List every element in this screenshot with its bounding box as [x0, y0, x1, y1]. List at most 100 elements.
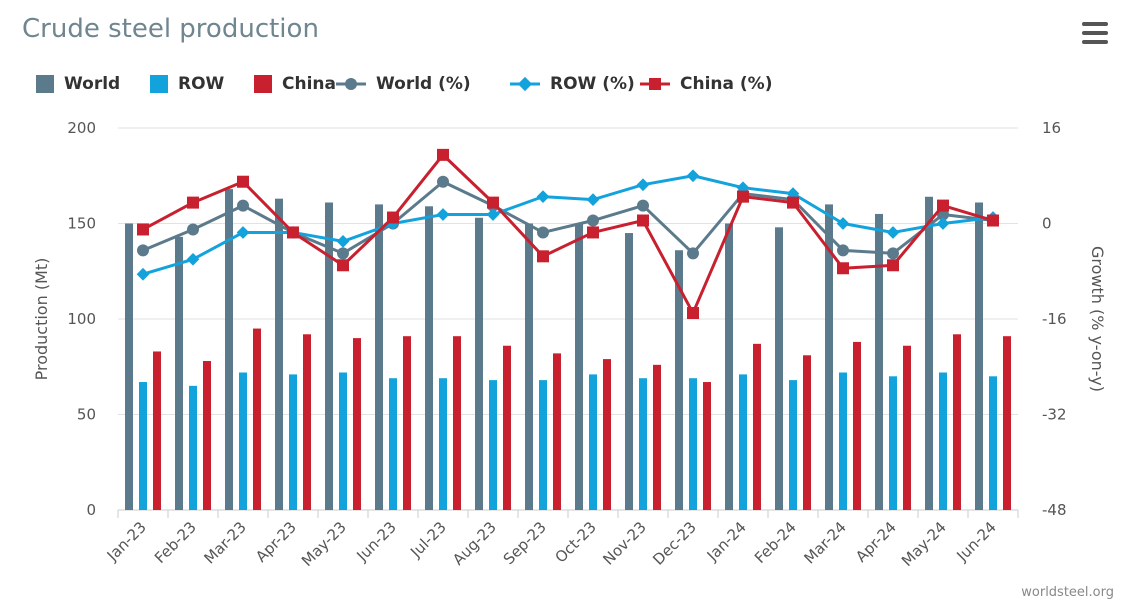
point-diamond — [136, 267, 150, 281]
x-tick-label: Aug-23 — [449, 518, 500, 569]
x-tick-label: Mar-24 — [800, 518, 849, 567]
x-tick-label: Jan-24 — [703, 518, 750, 565]
y-tick-label: 50 — [77, 406, 96, 424]
bar-row — [739, 374, 747, 510]
point-circle — [837, 244, 849, 257]
point-square — [437, 148, 449, 161]
bar-row — [489, 380, 497, 510]
legend-label-row-pct: ROW (%) — [550, 74, 635, 94]
y-tick-label: 0 — [86, 501, 96, 519]
point-circle — [537, 226, 549, 239]
bar-china — [153, 351, 161, 510]
bar-world — [425, 206, 433, 510]
bar-row — [139, 382, 147, 510]
y-tick-label: 200 — [67, 119, 96, 137]
y2-axis-title: Growth (% y-on-y) — [1088, 246, 1107, 392]
y2-tick-label: 0 — [1042, 215, 1052, 233]
bar-china — [553, 353, 561, 510]
swatch-marker — [517, 76, 533, 92]
legend-swatch-world-pct — [336, 78, 366, 90]
x-tick-label: Feb-23 — [151, 518, 200, 567]
bar-row — [639, 378, 647, 510]
swatch-marker — [649, 78, 661, 90]
bar-china — [203, 361, 211, 510]
x-tick-label: Jan-23 — [103, 518, 150, 565]
x-tick-label: Jul-23 — [406, 518, 450, 562]
point-diamond — [436, 208, 450, 221]
menu-bar — [1082, 40, 1108, 44]
legend-label-china-pct: China (%) — [680, 74, 773, 94]
bar-world — [625, 233, 633, 511]
point-square — [687, 307, 699, 320]
point-square — [737, 190, 749, 203]
bar-world — [725, 223, 733, 510]
chart-title: Crude steel production — [22, 14, 319, 44]
x-tick-label: Dec-23 — [649, 518, 700, 569]
bar-row — [939, 372, 947, 510]
point-circle — [687, 247, 699, 260]
legend-item-world-pct[interactable]: World (%) — [336, 72, 471, 96]
y2-tick-label: 16 — [1042, 119, 1061, 137]
bar-china — [403, 336, 411, 510]
y2-tick-label: -48 — [1042, 501, 1067, 519]
point-circle — [887, 247, 899, 260]
point-square — [987, 214, 999, 227]
legend-swatch-world — [36, 75, 54, 93]
x-tick-label: Feb-24 — [751, 518, 800, 567]
legend-item-world[interactable]: World — [36, 72, 120, 96]
bar-row — [289, 374, 297, 510]
bar-world — [925, 196, 933, 510]
x-tick-label: Apr-24 — [852, 518, 900, 566]
point-square — [537, 250, 549, 263]
bar-world — [225, 189, 233, 510]
bar-world — [875, 213, 883, 510]
point-diamond — [336, 235, 350, 248]
bar-row — [989, 376, 997, 510]
hamburger-menu-icon[interactable] — [1082, 22, 1112, 48]
legend-label-row: ROW — [178, 74, 225, 94]
bar-world — [525, 223, 533, 510]
x-tick-label: May-24 — [898, 518, 950, 570]
bar-row — [589, 374, 597, 510]
point-circle — [637, 199, 649, 212]
bar-row — [539, 380, 547, 510]
bar-row — [239, 372, 247, 510]
bar-row — [889, 376, 897, 510]
legend-label-world-pct: World (%) — [376, 74, 471, 94]
legend-swatch-china — [254, 75, 272, 93]
bar-world — [325, 202, 333, 511]
point-square — [887, 259, 899, 272]
bar-world — [375, 204, 383, 510]
bar-world — [825, 204, 833, 510]
menu-bar — [1082, 22, 1108, 26]
point-square — [387, 211, 399, 224]
x-tick-label: Jun-24 — [952, 518, 999, 565]
point-square — [937, 199, 949, 212]
point-diamond — [486, 208, 500, 221]
bar-world — [275, 198, 283, 511]
bar-row — [439, 378, 447, 510]
bar-china — [803, 355, 811, 510]
point-diamond — [836, 217, 850, 230]
bar-china — [853, 341, 861, 510]
menu-bar — [1082, 31, 1108, 35]
point-diamond — [586, 193, 600, 206]
y2-tick-label: -32 — [1042, 406, 1067, 424]
legend-item-row[interactable]: ROW — [150, 72, 224, 96]
point-diamond — [186, 252, 200, 266]
swatch-rect — [150, 75, 168, 93]
credit-link[interactable]: worldsteel.org — [1021, 585, 1114, 600]
point-square — [787, 196, 799, 209]
point-square — [287, 226, 299, 239]
bar-china — [703, 382, 711, 510]
point-circle — [337, 247, 349, 260]
legend-item-china-pct[interactable]: China (%) — [640, 72, 772, 96]
line-square — [142, 153, 994, 315]
x-tick-label: Jun-23 — [352, 518, 399, 565]
bar-row — [789, 380, 797, 510]
legend-item-row-pct[interactable]: ROW (%) — [510, 72, 635, 96]
point-square — [837, 262, 849, 275]
line-diamond — [142, 174, 994, 276]
legend-item-china[interactable]: China — [254, 72, 336, 96]
